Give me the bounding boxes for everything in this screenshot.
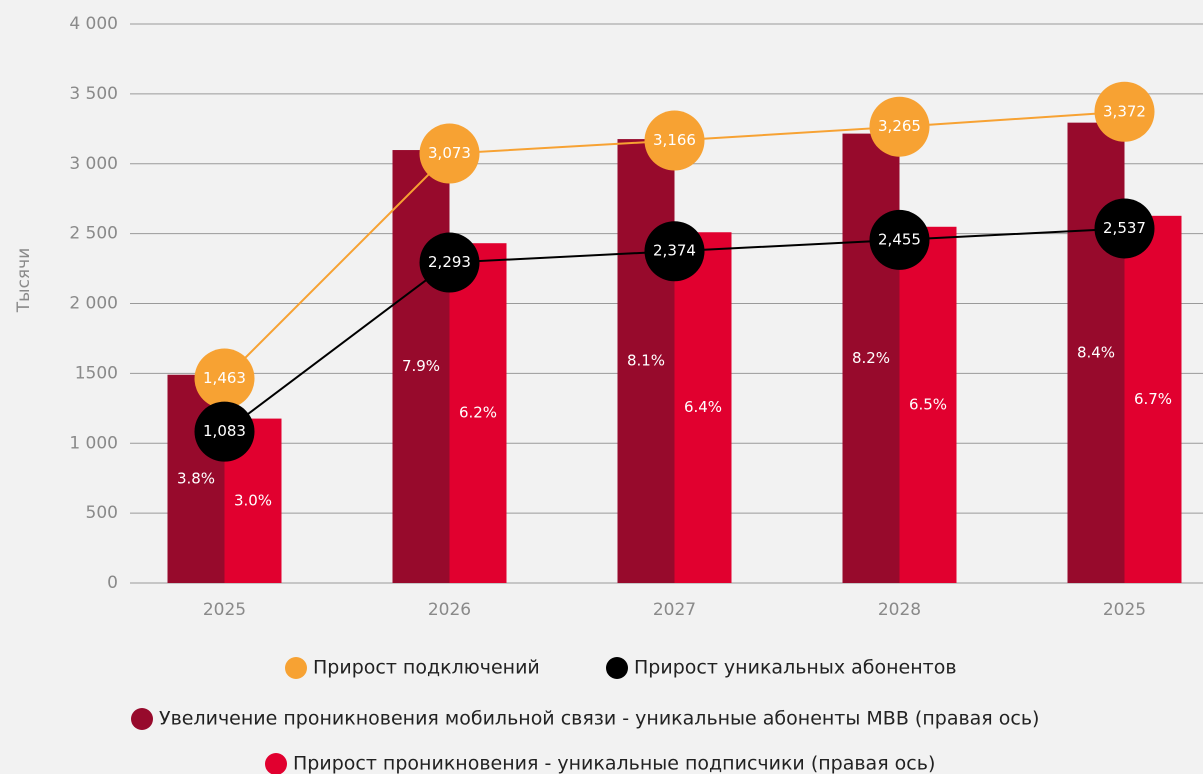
bar-value-label: 6.2%	[459, 404, 497, 422]
point-marker	[644, 221, 705, 282]
bar	[674, 232, 732, 584]
bar-value-label: 6.4%	[684, 398, 722, 416]
bar-value-label: 3.0%	[234, 491, 272, 509]
point-value-label: 3,166	[653, 131, 696, 149]
point-marker	[1094, 81, 1155, 142]
bar	[842, 133, 900, 583]
bar-value-label: 7.9%	[402, 357, 440, 375]
point-value-label: 2,374	[653, 242, 696, 260]
bar-value-label: 6.7%	[1134, 390, 1172, 408]
point-marker	[644, 110, 705, 171]
legend-label: Прирост подключений	[313, 657, 540, 679]
y-tick-label: 0	[107, 573, 118, 593]
bar	[1124, 215, 1182, 583]
legend-label: Прирост уникальных абонентов	[634, 657, 957, 679]
bar-value-label: 8.4%	[1077, 343, 1115, 361]
point-value-label: 2,537	[1103, 219, 1146, 237]
point-marker	[869, 209, 930, 270]
point-marker	[869, 96, 930, 157]
bar-value-label: 3.8%	[177, 469, 215, 487]
point-marker	[1094, 198, 1155, 259]
legend-label: Прирост проникновения - уникальные подпи…	[293, 753, 935, 774]
point-value-label: 3,372	[1103, 102, 1146, 120]
y-tick-label: 4 000	[69, 14, 118, 34]
x-tick-label: 2025	[203, 600, 246, 620]
point-value-label: 2,455	[878, 230, 921, 248]
point-value-label: 3,073	[428, 144, 471, 162]
legend-swatch	[265, 753, 287, 774]
x-tick-label: 2025	[1103, 600, 1146, 620]
point-value-label: 3,265	[878, 117, 921, 135]
y-tick-label: 1 000	[69, 433, 118, 453]
y-tick-label: 1500	[75, 363, 118, 383]
bar	[617, 139, 675, 583]
legend-swatch	[131, 708, 153, 730]
y-tick-label: 3 000	[69, 154, 118, 174]
bar	[1067, 122, 1125, 583]
point-marker	[194, 348, 255, 409]
y-axis-label: Тысячи	[14, 248, 34, 313]
point-value-label: 1,463	[203, 369, 246, 387]
bar-value-label: 8.1%	[627, 352, 665, 370]
point-marker	[419, 232, 480, 293]
y-tick-label: 2 000	[69, 294, 118, 314]
point-marker	[419, 123, 480, 184]
bar	[899, 226, 957, 583]
legend-label: Увеличение проникновения мобильной связи…	[159, 708, 1039, 730]
y-tick-label: 3 500	[69, 84, 118, 104]
legend-swatch	[606, 657, 628, 679]
y-tick-label: 2 500	[69, 224, 118, 244]
bar-value-label: 8.2%	[852, 349, 890, 367]
point-marker	[194, 401, 255, 462]
bar	[392, 150, 450, 584]
legend-swatch	[285, 657, 307, 679]
point-value-label: 2,293	[428, 253, 471, 271]
y-tick-label: 500	[86, 503, 118, 523]
x-tick-label: 2027	[653, 600, 696, 620]
x-tick-label: 2028	[878, 600, 921, 620]
point-value-label: 1,083	[203, 422, 246, 440]
x-tick-label: 2026	[428, 600, 471, 620]
bar	[449, 243, 507, 583]
bar-value-label: 6.5%	[909, 395, 947, 413]
